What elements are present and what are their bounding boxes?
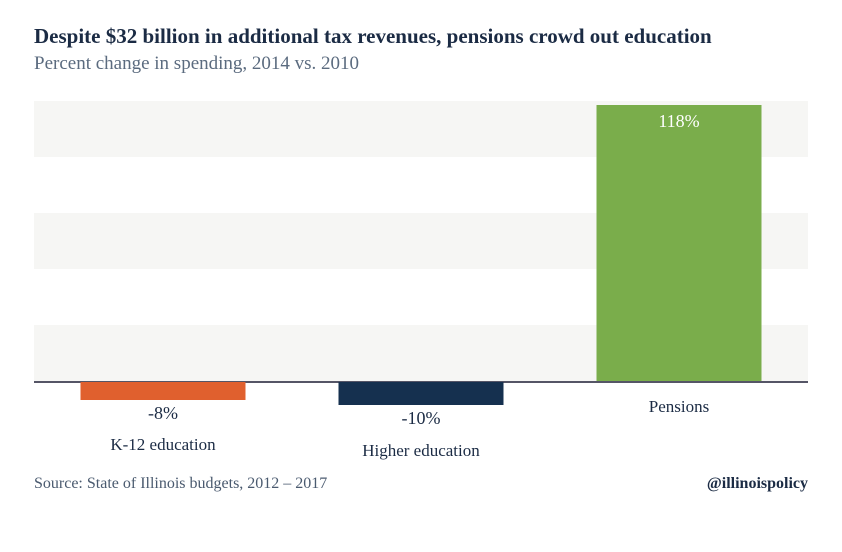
bars-container: -8% K-12 education -10% Higher education 118…: [34, 101, 808, 471]
category-label: K-12 education: [58, 435, 268, 455]
source-text: Source: State of Illinois budgets, 2012 …: [34, 475, 327, 493]
chart-area: -8% K-12 education -10% Higher education 118…: [34, 101, 808, 471]
bar: [339, 382, 504, 405]
bar: [81, 382, 246, 400]
attribution: @illinoispolicy: [707, 475, 808, 493]
value-label: 118%: [574, 111, 784, 132]
chart-footer: Source: State of Illinois budgets, 2012 …: [34, 475, 808, 493]
value-label: -8%: [58, 403, 268, 424]
bar: [597, 105, 762, 381]
chart-subtitle: Percent change in spending, 2014 vs. 201…: [34, 53, 808, 75]
category-label: Higher education: [316, 441, 526, 461]
bar-group: -10% Higher education: [316, 101, 526, 471]
value-label: -10%: [316, 408, 526, 429]
bar-group: 118% Pensions: [574, 101, 784, 471]
chart-title: Despite $32 billion in additional tax re…: [34, 24, 808, 49]
bar-group: -8% K-12 education: [58, 101, 268, 471]
category-label: Pensions: [574, 397, 784, 417]
